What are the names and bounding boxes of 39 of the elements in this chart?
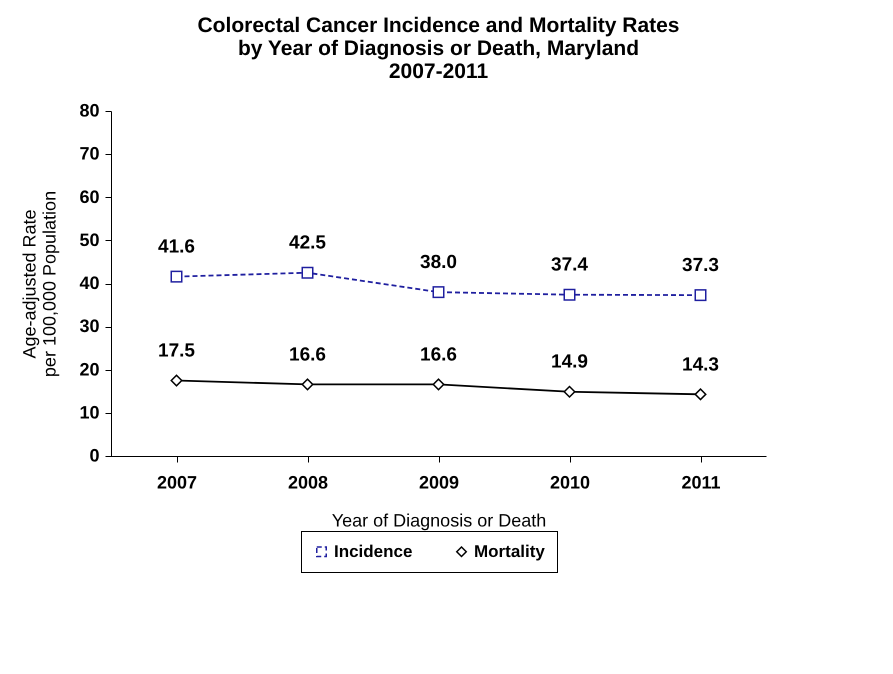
legend-label: Incidence: [334, 542, 412, 561]
y-tick-label: 80: [79, 100, 100, 120]
point: [432, 286, 444, 298]
point: [694, 388, 706, 400]
y-tick-label: 0: [89, 446, 100, 466]
y-axis-title: Age-adjusted Rate per 100,000 Population: [19, 190, 60, 378]
data-label: 41.6: [158, 236, 195, 258]
x-tick-label: 2007: [156, 472, 198, 492]
point: [432, 378, 444, 390]
point: [694, 289, 706, 302]
y-tick-label: 50: [79, 230, 100, 250]
data-label: 14.3: [682, 354, 719, 376]
x-tick-label: 2008: [288, 472, 328, 492]
y-tick-label: 30: [79, 316, 100, 336]
data-label: 37.4: [551, 254, 588, 276]
data-label: 16.6: [289, 344, 326, 366]
y-tick-label: 70: [79, 144, 100, 164]
data-label: 37.3: [682, 255, 719, 276]
point: [564, 386, 576, 398]
x-tick-label: 2011: [681, 472, 721, 492]
chart-title: Colorectal Cancer Incidence and Mortality Rates by Year of Diagnosis or Death, Maryland 2007-2011: [198, 14, 680, 83]
point: [302, 378, 314, 390]
y-tick-label: 40: [79, 273, 100, 293]
legend-label: Mortality: [474, 542, 546, 561]
data-label: 17.5: [158, 340, 196, 362]
x-tick-label: 2009: [418, 472, 460, 492]
point: [170, 374, 182, 387]
y-tick-label: 60: [79, 186, 100, 207]
x-tick-label: 2010: [550, 472, 590, 492]
point: [302, 266, 314, 279]
data-label: 42.5: [289, 232, 326, 254]
data-label: 38.0: [420, 252, 457, 274]
y-tick-label: 10: [79, 402, 100, 422]
data-label: 16.6: [420, 344, 457, 366]
point: [170, 270, 182, 283]
y-tick-label: 20: [79, 359, 100, 380]
point: [564, 288, 576, 301]
x-axis-title: Year of Diagnosis or Death: [332, 510, 546, 530]
data-label: 14.9: [551, 352, 588, 373]
